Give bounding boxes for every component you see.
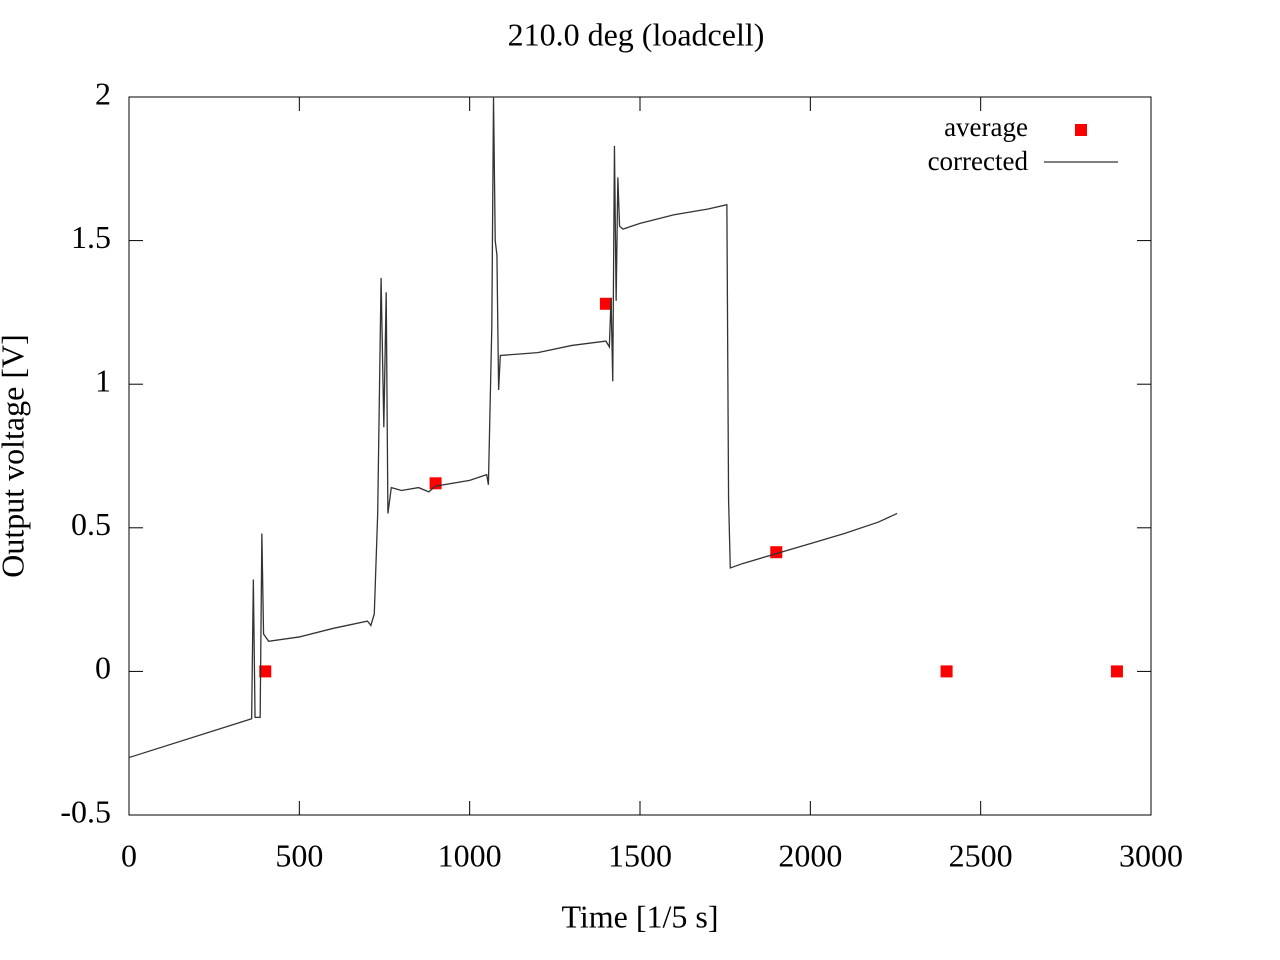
x-axis-label: Time [1/5 s] xyxy=(561,898,718,934)
data-point xyxy=(940,665,953,678)
x-tick-label: 1500 xyxy=(608,837,672,873)
data-point xyxy=(429,477,442,490)
legend-swatch xyxy=(1075,124,1087,136)
x-tick-label: 1000 xyxy=(438,837,502,873)
data-point xyxy=(259,665,272,678)
x-tick-label: 500 xyxy=(275,837,323,873)
x-tick-label: 0 xyxy=(121,837,137,873)
y-tick-label: 1 xyxy=(95,363,111,399)
x-tick-label: 2000 xyxy=(778,837,842,873)
plot-frame xyxy=(128,96,1152,816)
data-point xyxy=(1110,665,1123,678)
legend-label: corrected xyxy=(928,146,1029,176)
y-tick-label: 2 xyxy=(95,75,111,111)
y-tick-label: 0 xyxy=(95,650,111,686)
legend-label: average xyxy=(944,112,1028,142)
x-tick-label: 2500 xyxy=(949,837,1013,873)
x-tick-label: 3000 xyxy=(1119,837,1183,873)
y-tick-label: 1.5 xyxy=(71,219,111,255)
y-axis-label: Output voltage [V] xyxy=(0,334,30,578)
y-tick-label: 0.5 xyxy=(71,506,111,542)
data-point xyxy=(599,297,612,310)
y-tick-label: -0.5 xyxy=(60,793,111,829)
data-line xyxy=(128,96,898,759)
chart-title: 210.0 deg (loadcell) xyxy=(508,16,765,52)
